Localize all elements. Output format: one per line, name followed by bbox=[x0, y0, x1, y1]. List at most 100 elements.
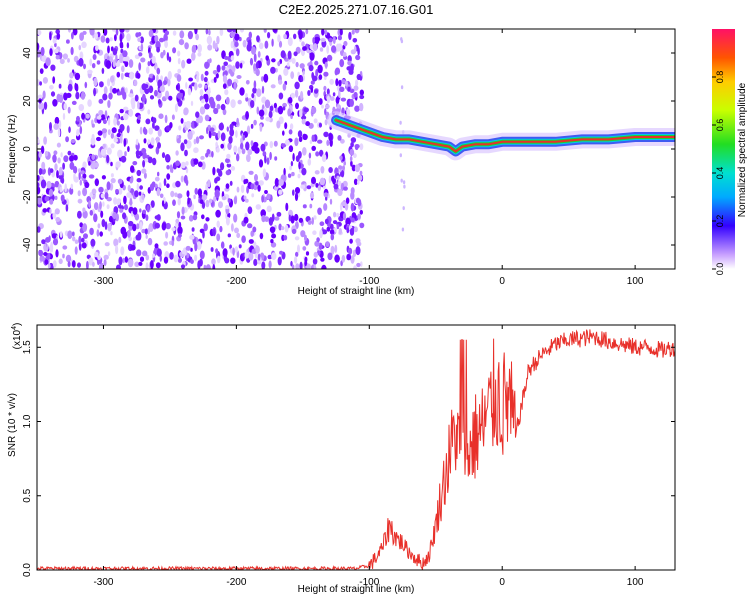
noise-point bbox=[55, 54, 60, 60]
noise-point bbox=[304, 234, 307, 242]
noise-point bbox=[189, 234, 195, 240]
noise-point bbox=[347, 86, 351, 92]
noise-point bbox=[283, 67, 289, 76]
noise-point bbox=[58, 120, 62, 129]
noise-point bbox=[94, 162, 99, 168]
noise-point bbox=[52, 238, 59, 246]
noise-point bbox=[287, 108, 291, 117]
noise-point bbox=[248, 252, 254, 261]
noise-point bbox=[43, 101, 48, 110]
noise-point bbox=[70, 183, 74, 190]
noise-point bbox=[399, 120, 402, 125]
noise-point bbox=[350, 191, 355, 200]
noise-point bbox=[357, 179, 360, 185]
noise-point bbox=[321, 153, 327, 163]
noise-point bbox=[265, 116, 271, 122]
noise-point bbox=[176, 92, 183, 99]
noise-point bbox=[52, 76, 56, 84]
noise-point bbox=[122, 212, 127, 220]
noise-point bbox=[295, 263, 300, 269]
noise-point bbox=[37, 42, 40, 51]
noise-point bbox=[236, 153, 240, 162]
noise-point bbox=[333, 183, 339, 190]
noise-point bbox=[198, 115, 203, 124]
noise-point bbox=[84, 181, 90, 189]
noise-point bbox=[82, 223, 88, 232]
noise-point bbox=[49, 122, 52, 131]
noise-point bbox=[302, 46, 307, 51]
noise-point bbox=[279, 250, 284, 255]
noise-point bbox=[39, 68, 44, 74]
noise-point bbox=[342, 212, 347, 221]
noise-point bbox=[203, 264, 207, 269]
noise-point bbox=[231, 29, 238, 33]
noise-point bbox=[87, 99, 92, 107]
noise-point bbox=[177, 57, 181, 65]
noise-point bbox=[208, 198, 213, 204]
noise-point bbox=[192, 214, 198, 221]
noise-point bbox=[298, 161, 301, 170]
noise-point bbox=[89, 29, 95, 36]
noise-point bbox=[147, 109, 151, 115]
noise-point bbox=[127, 184, 131, 192]
noise-point bbox=[100, 193, 105, 199]
noise-point bbox=[168, 95, 173, 101]
noise-point bbox=[148, 85, 154, 94]
noise-point bbox=[172, 199, 176, 206]
noise-point bbox=[86, 260, 89, 269]
noise-point bbox=[302, 246, 307, 251]
noise-point bbox=[220, 162, 225, 171]
noise-point bbox=[282, 130, 285, 136]
noise-point bbox=[201, 99, 205, 104]
noise-point bbox=[194, 254, 198, 262]
noise-point bbox=[204, 70, 209, 76]
noise-point bbox=[134, 94, 139, 102]
noise-point bbox=[163, 241, 168, 246]
snr-axes-frame bbox=[36, 324, 676, 571]
noise-point bbox=[93, 213, 98, 223]
noise-point bbox=[303, 107, 309, 113]
noise-point bbox=[350, 202, 355, 212]
noise-point bbox=[261, 195, 264, 203]
noise-point bbox=[257, 253, 261, 261]
noise-point bbox=[118, 236, 122, 243]
noise-point bbox=[178, 221, 182, 229]
noise-point bbox=[284, 122, 288, 130]
noise-point bbox=[179, 89, 184, 94]
noise-point bbox=[89, 227, 94, 236]
noise-point bbox=[230, 55, 235, 61]
noise-point bbox=[199, 250, 205, 260]
noise-point bbox=[60, 194, 65, 202]
noise-point bbox=[156, 248, 162, 257]
noise-point bbox=[252, 87, 257, 94]
noise-point bbox=[54, 183, 59, 188]
noise-point bbox=[58, 83, 62, 89]
noise-scatter bbox=[37, 29, 406, 269]
noise-point bbox=[239, 62, 243, 69]
noise-point bbox=[400, 85, 404, 90]
noise-point bbox=[337, 35, 342, 41]
noise-point bbox=[97, 130, 103, 136]
noise-point bbox=[269, 151, 272, 161]
noise-point bbox=[37, 138, 40, 144]
noise-point bbox=[187, 30, 193, 40]
noise-point bbox=[301, 41, 305, 47]
noise-point bbox=[302, 133, 308, 141]
noise-point bbox=[326, 45, 330, 54]
noise-point bbox=[138, 191, 142, 196]
noise-point bbox=[109, 85, 113, 94]
noise-point bbox=[77, 190, 81, 197]
noise-point bbox=[282, 83, 287, 91]
noise-point bbox=[43, 136, 47, 145]
noise-point bbox=[326, 54, 333, 62]
noise-point bbox=[233, 213, 238, 223]
noise-point bbox=[148, 127, 153, 135]
noise-point bbox=[349, 155, 353, 162]
noise-point bbox=[75, 91, 80, 100]
noise-point bbox=[102, 143, 106, 149]
noise-point bbox=[294, 256, 298, 264]
noise-point bbox=[294, 89, 299, 98]
noise-point bbox=[49, 32, 52, 41]
noise-point bbox=[98, 265, 103, 269]
noise-point bbox=[62, 162, 65, 170]
